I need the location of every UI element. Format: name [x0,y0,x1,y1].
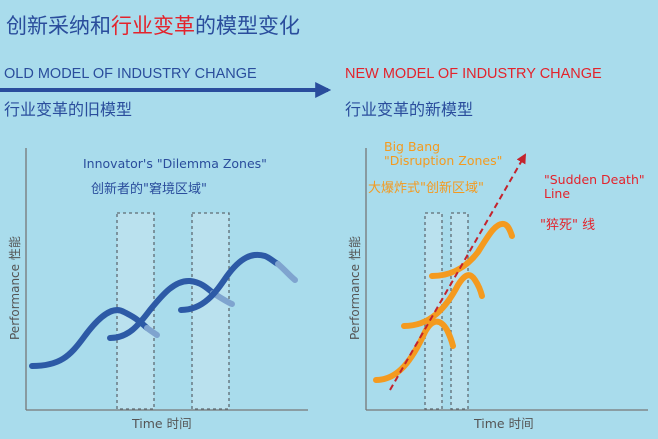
dilemma-zones-caption-en: Innovator's "Dilemma Zones" [83,156,267,171]
right-x-axis-label: Time 时间 [474,416,534,431]
right-y-axis-label: Performance 性能 [348,236,362,340]
s-curve-2 [107,278,216,341]
sudden-death-label-line2: Line [544,186,571,201]
disruption-zones-caption-line2: "Disruption Zones" [384,153,503,168]
sudden-death-line [389,153,526,391]
new-model-label-zh: 行业变革的新模型 [345,100,474,119]
bang-curve-2 [401,272,485,329]
disruption-zones-caption-line1: Big Bang [384,139,441,154]
right-diagram [365,148,648,411]
sudden-death-label-line1: "Sudden Death" [544,172,645,187]
left-x-axis-label: Time 时间 [132,416,192,431]
dilemma-zones-caption-zh: 创新者的"窘境区域" [91,182,207,197]
title-part-highlight: 行业变革 [111,14,195,38]
new-model-label-en: NEW MODEL OF INDUSTRY CHANGE [345,66,602,82]
disruption-zones-caption-zh: 大爆炸式"创新区域" [368,181,484,196]
s-curve-1 [29,307,150,369]
left-diagram [25,148,308,411]
title-part-3: 的模型变化 [195,14,300,38]
s-curve-3-tail [275,261,298,283]
bang-curve-3 [429,220,515,279]
sudden-death-label-zh: "猝死" 线 [540,218,596,233]
s-curve-1-tail [144,325,160,338]
disruption-zone-2 [450,212,469,410]
dilemma-zone-2 [191,212,230,410]
page-title: 创新采纳和行业变革的模型变化 [6,10,300,40]
left-y-axis-label: Performance 性能 [8,236,22,340]
title-part-1: 创新采纳和 [6,14,111,38]
s-curve-3 [178,251,281,313]
old-model-label-en: OLD MODEL OF INDUSTRY CHANGE [4,66,257,82]
old-model-label-zh: 行业变革的旧模型 [4,100,133,119]
